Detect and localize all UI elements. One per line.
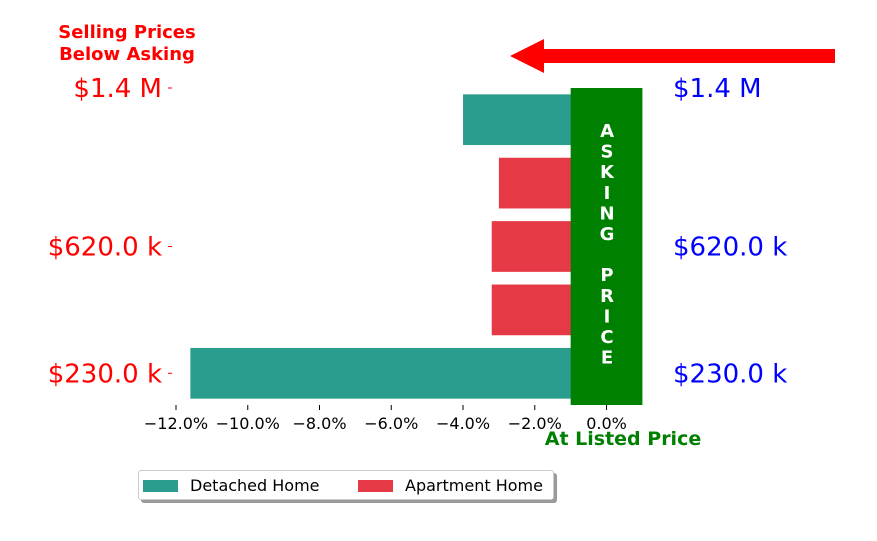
x-tick-label: −10.0% <box>216 414 280 433</box>
legend-swatch-apartment <box>358 479 393 492</box>
legend-label-apartment: Apartment Home <box>405 476 543 495</box>
asking-letter-1: A <box>600 121 614 142</box>
left-axis: $230.0 k $620.0 k $1.4 M <box>48 74 172 389</box>
asking-letter-5: N <box>599 203 614 224</box>
annotation-line-1: Selling Prices <box>58 22 195 43</box>
at-listed-price-annotation: At Listed Price <box>545 428 701 450</box>
x-tick-label: −6.0% <box>364 414 418 433</box>
left-tick-label: $620.0 k <box>48 233 162 263</box>
x-tick-label: −8.0% <box>292 414 346 433</box>
left-tick-label: $230.0 k <box>48 359 162 389</box>
x-tick-label: −12.0% <box>144 414 208 433</box>
x-tick-label: −2.0% <box>508 414 562 433</box>
right-tick-label: $620.0 k <box>673 233 787 263</box>
asking-letter-4: I <box>604 183 611 204</box>
x-tick-label: 0.0% <box>586 414 627 433</box>
right-tick-label: $1.4 M <box>673 74 762 104</box>
left-arrow-icon <box>510 39 835 73</box>
asking-price-band <box>570 88 643 405</box>
x-axis: −12.0% −10.0% −8.0% −6.0% −4.0% −2.0% 0.0% <box>144 405 627 433</box>
right-axis: $230.0 k $620.0 k $1.4 M <box>673 74 787 389</box>
asking-letter-3: K <box>600 162 615 183</box>
asking-letter-8: P <box>600 265 613 286</box>
asking-letter-2: S <box>601 142 614 163</box>
right-tick-label: $230.0 k <box>673 359 787 389</box>
x-tick-label: −4.0% <box>436 414 490 433</box>
asking-letter-11: C <box>600 327 613 348</box>
asking-letter-10: I <box>604 306 611 327</box>
left-tick-label: $1.4 M <box>73 74 162 104</box>
legend-label-detached: Detached Home <box>190 476 320 495</box>
selling-below-asking-annotation: Selling Prices Below Asking <box>58 22 195 65</box>
asking-letter-9: R <box>600 286 614 307</box>
legend: Detached Home Apartment Home <box>138 470 554 500</box>
asking-letter-12: E <box>601 348 613 369</box>
asking-letter-6: G <box>600 224 615 245</box>
legend-item-apartment: Apartment Home <box>358 476 543 495</box>
bar-1 <box>190 347 607 399</box>
legend-swatch-detached <box>143 479 178 492</box>
bars-group <box>190 94 607 399</box>
legend-item-detached: Detached Home <box>143 476 320 495</box>
annotation-line-2: Below Asking <box>59 44 195 65</box>
